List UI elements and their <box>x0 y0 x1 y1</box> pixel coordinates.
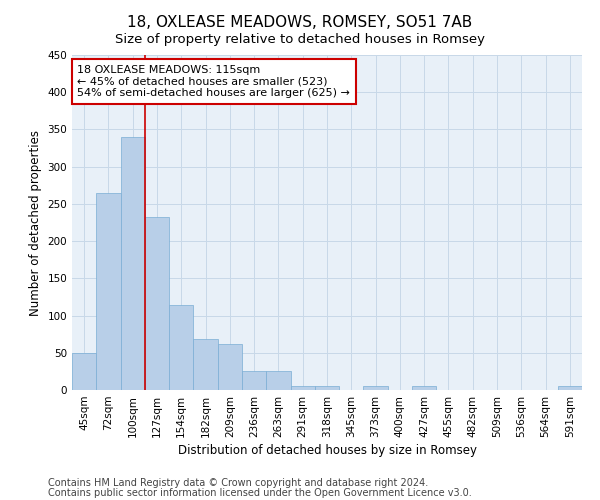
Y-axis label: Number of detached properties: Number of detached properties <box>29 130 42 316</box>
Bar <box>315 386 339 390</box>
Bar <box>558 386 582 390</box>
Text: Contains HM Land Registry data © Crown copyright and database right 2024.: Contains HM Land Registry data © Crown c… <box>48 478 428 488</box>
Bar <box>266 372 290 390</box>
Bar <box>121 137 145 390</box>
Bar <box>290 386 315 390</box>
X-axis label: Distribution of detached houses by size in Romsey: Distribution of detached houses by size … <box>178 444 476 457</box>
Bar <box>193 340 218 390</box>
Bar <box>364 386 388 390</box>
Bar <box>145 216 169 390</box>
Bar <box>218 344 242 390</box>
Bar <box>412 386 436 390</box>
Bar <box>96 192 121 390</box>
Bar <box>242 372 266 390</box>
Bar <box>169 305 193 390</box>
Text: 18, OXLEASE MEADOWS, ROMSEY, SO51 7AB: 18, OXLEASE MEADOWS, ROMSEY, SO51 7AB <box>127 15 473 30</box>
Text: Contains public sector information licensed under the Open Government Licence v3: Contains public sector information licen… <box>48 488 472 498</box>
Text: 18 OXLEASE MEADOWS: 115sqm
← 45% of detached houses are smaller (523)
54% of sem: 18 OXLEASE MEADOWS: 115sqm ← 45% of deta… <box>77 65 350 98</box>
Bar <box>72 353 96 390</box>
Text: Size of property relative to detached houses in Romsey: Size of property relative to detached ho… <box>115 32 485 46</box>
